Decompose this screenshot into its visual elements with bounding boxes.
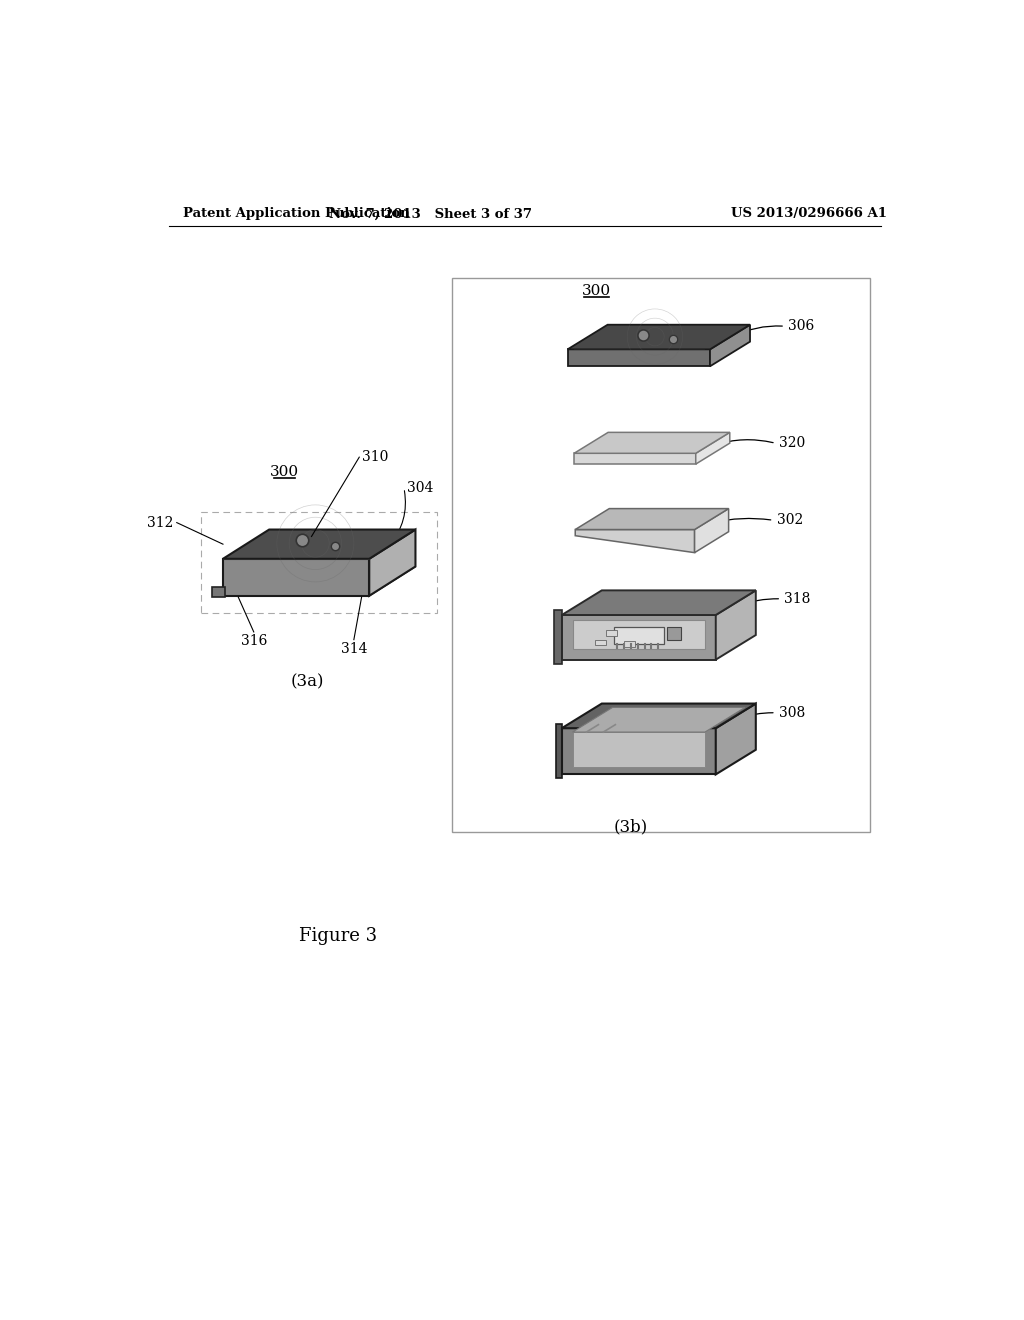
Polygon shape — [595, 640, 605, 645]
Polygon shape — [572, 619, 705, 649]
Text: 314: 314 — [341, 642, 368, 656]
Polygon shape — [575, 508, 729, 529]
Text: 316: 316 — [241, 634, 267, 648]
Polygon shape — [223, 566, 416, 595]
Polygon shape — [562, 615, 716, 660]
Text: 300: 300 — [582, 284, 611, 298]
Text: 306: 306 — [788, 319, 814, 333]
Text: 310: 310 — [362, 450, 389, 465]
Polygon shape — [574, 453, 695, 465]
Text: (3b): (3b) — [614, 818, 648, 836]
Bar — [453, 277, 869, 832]
Text: Figure 3: Figure 3 — [299, 927, 378, 945]
Polygon shape — [223, 558, 370, 595]
Polygon shape — [613, 627, 664, 644]
Polygon shape — [710, 325, 750, 367]
Polygon shape — [212, 586, 224, 598]
Text: 320: 320 — [779, 437, 805, 450]
Text: 312: 312 — [147, 516, 174, 529]
Polygon shape — [572, 733, 705, 767]
Polygon shape — [370, 529, 416, 595]
Polygon shape — [223, 529, 416, 558]
Polygon shape — [554, 610, 562, 664]
Polygon shape — [716, 590, 756, 660]
Polygon shape — [574, 433, 730, 453]
Polygon shape — [606, 631, 617, 636]
Bar — [202, 512, 437, 614]
Polygon shape — [694, 508, 729, 553]
Polygon shape — [562, 729, 716, 775]
Text: 318: 318 — [784, 591, 811, 606]
Polygon shape — [567, 325, 750, 350]
Text: 308: 308 — [779, 706, 805, 719]
Text: US 2013/0296666 A1: US 2013/0296666 A1 — [731, 207, 887, 220]
Text: Nov. 7, 2013   Sheet 3 of 37: Nov. 7, 2013 Sheet 3 of 37 — [330, 207, 532, 220]
Polygon shape — [667, 627, 681, 640]
Text: 304: 304 — [407, 480, 433, 495]
Polygon shape — [567, 350, 710, 367]
Polygon shape — [556, 723, 562, 779]
Polygon shape — [562, 704, 756, 729]
Polygon shape — [624, 642, 635, 647]
Text: Patent Application Publication: Patent Application Publication — [183, 207, 410, 220]
Polygon shape — [695, 433, 730, 465]
Polygon shape — [716, 704, 756, 775]
Text: 302: 302 — [776, 513, 803, 527]
Text: 300: 300 — [270, 465, 299, 479]
Polygon shape — [572, 708, 745, 733]
Polygon shape — [562, 590, 756, 615]
Text: (3a): (3a) — [291, 673, 325, 690]
Polygon shape — [575, 529, 694, 553]
